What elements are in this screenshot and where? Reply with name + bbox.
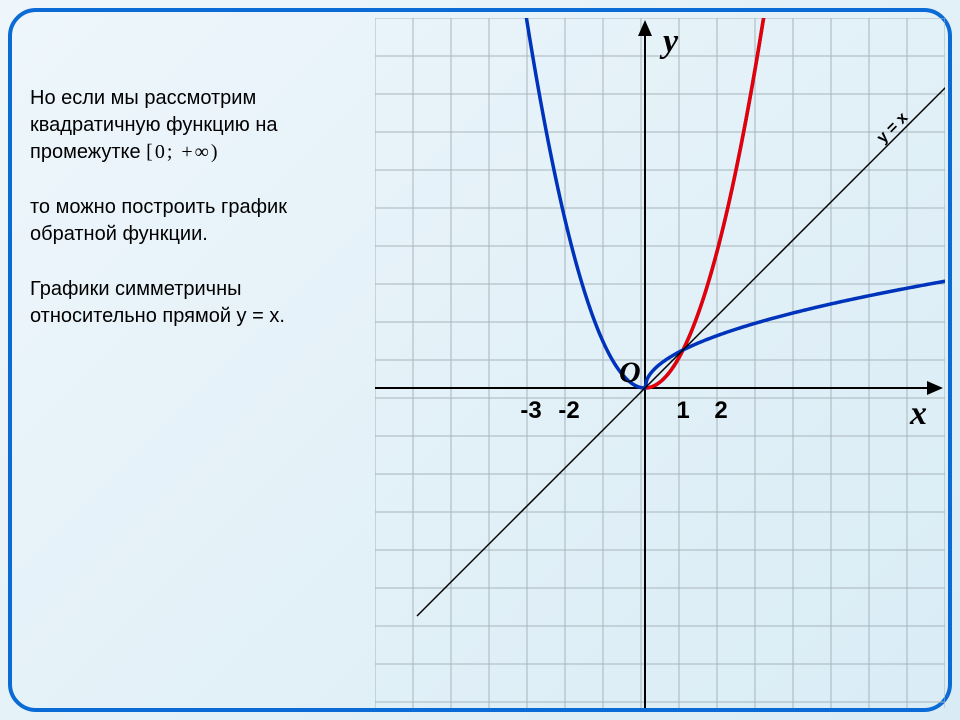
chart-svg: y = xyxO-3-212: [375, 18, 945, 708]
svg-text:1: 1: [676, 397, 689, 424]
para1-line2: промежутке [0; +∞): [30, 139, 360, 166]
interval: [0; +∞): [146, 141, 219, 163]
para3: Графики симметричны относительно прямой …: [30, 276, 360, 330]
svg-text:O: O: [619, 356, 641, 389]
svg-text:y: y: [659, 23, 679, 60]
para1-a: Но если мы рассмотрим квадратичную функц…: [30, 87, 277, 136]
svg-text:x: x: [909, 395, 927, 432]
svg-text:-2: -2: [558, 397, 579, 424]
chart: y = xyxO-3-212: [375, 18, 945, 708]
para1-line: Но если мы рассмотрим квадратичную функц…: [30, 85, 360, 139]
text-column: Но если мы рассмотрим квадратичную функц…: [30, 85, 360, 330]
para1-b: промежутке: [30, 141, 141, 163]
svg-text:-3: -3: [520, 397, 541, 424]
para2: то можно построить график обратной функц…: [30, 194, 360, 248]
spacer1: [30, 166, 360, 194]
svg-text:2: 2: [714, 397, 727, 424]
spacer2: [30, 248, 360, 276]
